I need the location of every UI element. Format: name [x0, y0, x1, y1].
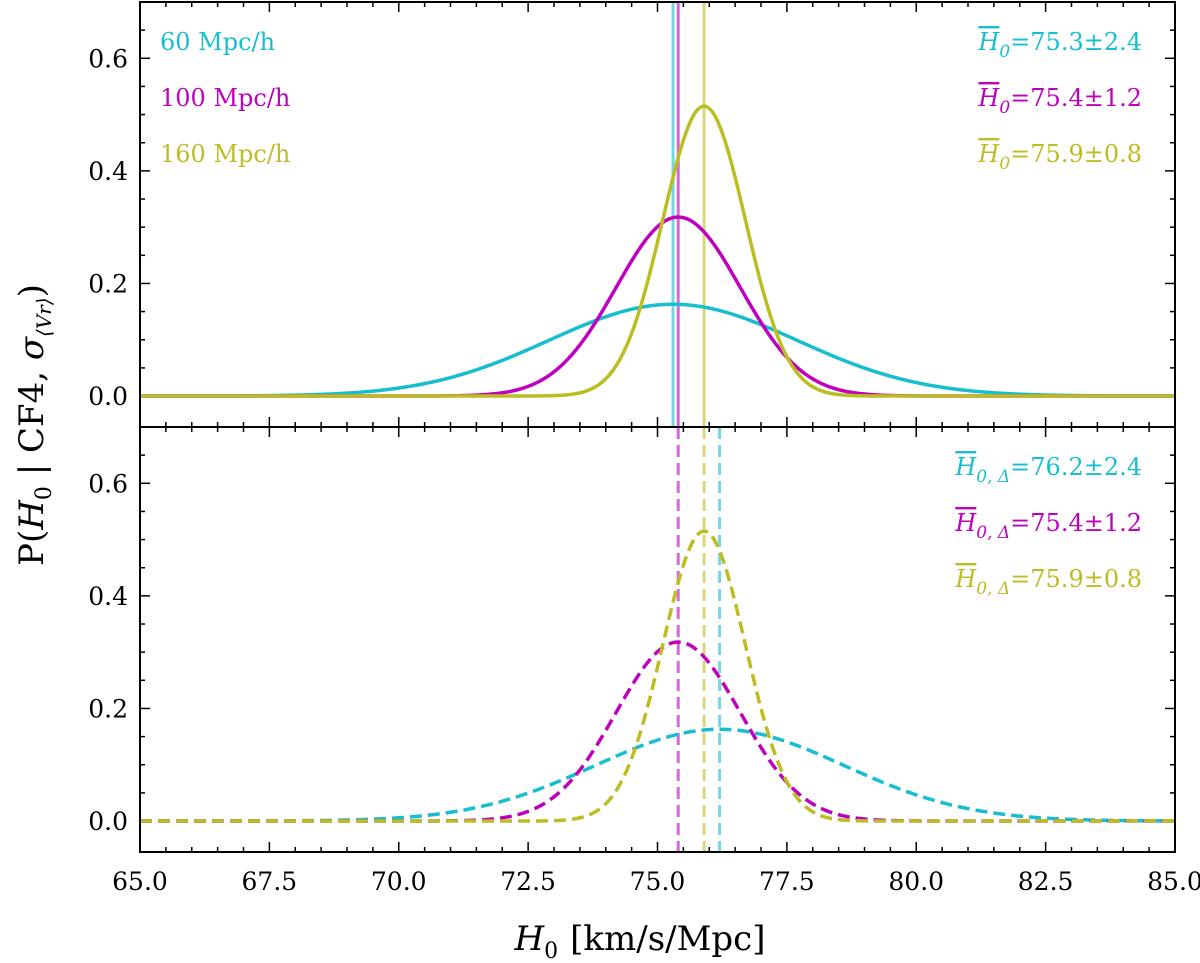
y-tick-label: 0.2	[88, 269, 128, 298]
x-tick-label: 77.5	[759, 867, 815, 896]
x-tick-label: 82.5	[1018, 867, 1074, 896]
x-tick-label: 70.0	[371, 867, 427, 896]
series-curve	[140, 727, 1175, 823]
x-tick-label: 72.5	[500, 867, 556, 896]
hbar-annotation: H0=75.9±0.8	[977, 140, 1142, 174]
hbar-annotation: H0, Δ=75.9±0.8	[954, 565, 1142, 599]
hbar-annotation: H0=75.4±1.2	[977, 84, 1142, 118]
y-tick-label: 0.0	[88, 382, 128, 411]
x-tick-label: 65.0	[112, 867, 168, 896]
hbar-annotation: H0, Δ=76.2±2.4	[954, 453, 1142, 487]
legend-label: 160 Mpc/h	[160, 140, 290, 168]
x-tick-label: 75.0	[630, 867, 686, 896]
x-axis-label: H0 [km/s/Mpc]	[513, 919, 765, 963]
panel-frame	[139, 1, 1176, 428]
y-axis-label: P(H0 | CF4, σ⟨Vr⟩)	[12, 284, 57, 566]
x-tick-labels: 65.0 67.5 70.0 72.5 75.0 77.5 80.0 82.5 85.0	[112, 867, 1200, 896]
series-curve	[140, 302, 1175, 398]
bottom-panel: 0.0 0.2 0.4 0.6 H0, Δ=76.2±2.4 H0, Δ=75.4±1.2…	[88, 426, 1176, 853]
x-tick-label: 85.0	[1147, 867, 1200, 896]
x-tick-label: 67.5	[242, 867, 298, 896]
top-panel: 0.0 0.2 0.4 0.6 60 Mpc/h 100 Mpc/h 160 Mpc/h H0…	[88, 1, 1176, 428]
y-tick-label: 0.6	[88, 469, 128, 498]
y-tick-label: 0.6	[88, 44, 128, 73]
hbar-annotation: H0, Δ=75.4±1.2	[954, 509, 1142, 543]
panel-frame	[139, 426, 1176, 853]
y-tick-label: 0.4	[88, 157, 128, 186]
series-curve	[140, 104, 1175, 398]
legend-label: 60 Mpc/h	[160, 28, 275, 56]
y-tick-label: 0.4	[88, 582, 128, 611]
series-curve	[140, 529, 1175, 823]
y-tick-label: 0.0	[88, 807, 128, 836]
y-tick-label: 0.2	[88, 694, 128, 723]
hbar-annotation: H0=75.3±2.4	[977, 28, 1142, 62]
x-tick-label: 80.0	[888, 867, 944, 896]
legend-label: 100 Mpc/h	[160, 84, 290, 112]
